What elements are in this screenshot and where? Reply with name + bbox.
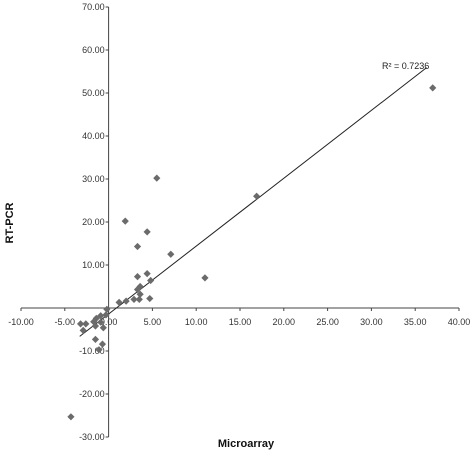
y-tick-labels: -30.00 -20.00 -10.00 10.00 20.00 30.00 40.00 50… [79,2,105,442]
data-point [429,84,437,92]
data-point [79,326,87,334]
x-tick-label: 10.00 [185,317,208,327]
data-point [76,320,85,328]
data-point [103,305,111,313]
trendline [79,67,427,337]
data-point [133,273,142,281]
data-point [253,192,261,200]
data-point [122,297,130,305]
y-axis-title: RT-PCR [4,202,16,243]
x-tick-label: 35.00 [404,317,427,327]
x-tick-label: 30.00 [360,317,383,327]
data-point [97,318,105,326]
data-point [95,346,103,354]
y-tick-label: 10.00 [82,260,105,270]
data-point [133,285,142,294]
data-point [143,270,151,278]
y-tick-label: 60.00 [82,45,105,55]
data-point [153,174,161,182]
x-tick-label: 15.00 [229,317,252,327]
data-point [143,228,151,236]
data-point [99,324,107,332]
y-tick-label: 40.00 [82,131,105,141]
data-point [102,311,110,319]
x-tick-label: -5.00 [55,317,76,327]
data-point [115,298,123,307]
data-point [67,413,75,421]
y-tick-label: 70.00 [82,2,105,12]
data-point [146,294,154,303]
r-squared-annotation: R² = 0.7236 [382,61,429,71]
data-points [67,84,437,421]
y-tick-label: -30.00 [79,432,105,442]
y-tick-label: 50.00 [82,88,105,98]
data-point [136,290,144,298]
x-tick-label: 40.00 [448,317,471,327]
y-tick-label: -10.00 [79,346,105,356]
data-point [133,242,142,251]
x-tick-label: -10.00 [8,317,34,327]
y-tick-label: -20.00 [79,389,105,399]
data-point [91,322,100,330]
y-tick-label: 20.00 [82,217,105,227]
x-tick-label: 25.00 [316,317,339,327]
data-point [121,217,129,225]
data-point [91,335,100,343]
x-axis-title: Microarray [218,438,275,450]
data-point [167,250,175,258]
data-point [147,276,155,285]
x-tick-label: 5.00 [144,317,162,327]
data-point [98,340,107,348]
data-point [135,295,143,303]
x-tick-label: 20.00 [273,317,296,327]
data-point [97,312,105,320]
data-point [82,320,90,328]
data-point [201,274,209,282]
y-tick-label: 30.00 [82,174,105,184]
x-tick-labels: -10.00 -5.00 0.00 5.00 10.00 15.00 20.00 25.00 3… [8,317,470,327]
data-point [130,295,138,303]
